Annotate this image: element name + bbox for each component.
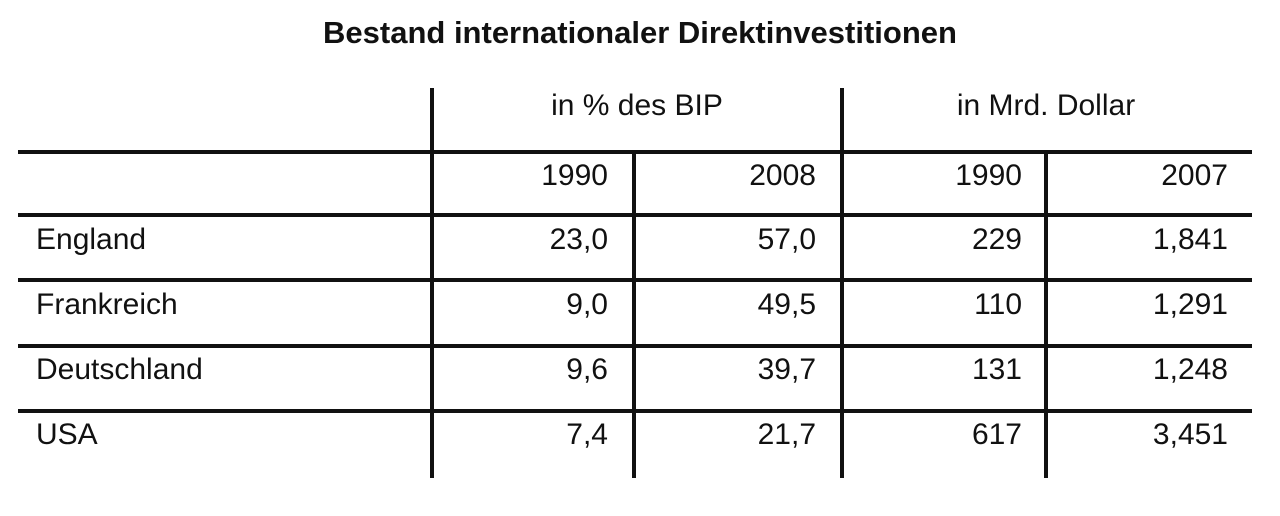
group-header: in % des BIP bbox=[551, 89, 723, 122]
cell: 1,291 bbox=[1153, 288, 1228, 321]
table-rules bbox=[18, 88, 1252, 478]
row-label: England bbox=[36, 223, 146, 256]
row-label: USA bbox=[36, 418, 98, 451]
cell: 110 bbox=[974, 288, 1022, 321]
cell: 7,4 bbox=[566, 418, 608, 451]
cell: 39,7 bbox=[758, 353, 816, 386]
cell: 229 bbox=[972, 223, 1022, 256]
row-label: Frankreich bbox=[36, 288, 178, 321]
table-title: Bestand internationaler Direktinvestitio… bbox=[323, 15, 957, 50]
cell: 9,0 bbox=[566, 288, 608, 321]
year-header: 2007 bbox=[1161, 159, 1228, 192]
cell: 57,0 bbox=[758, 223, 816, 256]
cell: 21,7 bbox=[758, 418, 816, 451]
year-header: 2008 bbox=[749, 159, 816, 192]
cell: 617 bbox=[972, 418, 1022, 451]
year-header: 1990 bbox=[541, 159, 608, 192]
row-label: Deutschland bbox=[36, 353, 203, 386]
cell: 23,0 bbox=[550, 223, 608, 256]
year-header: 1990 bbox=[955, 159, 1022, 192]
cell: 131 bbox=[972, 353, 1022, 386]
cell: 9,6 bbox=[566, 353, 608, 386]
cell: 49,5 bbox=[758, 288, 816, 321]
cell: 1,841 bbox=[1153, 223, 1228, 256]
group-header: in Mrd. Dollar bbox=[957, 89, 1135, 122]
cell: 3,451 bbox=[1153, 418, 1228, 451]
cell: 1,248 bbox=[1153, 353, 1228, 386]
